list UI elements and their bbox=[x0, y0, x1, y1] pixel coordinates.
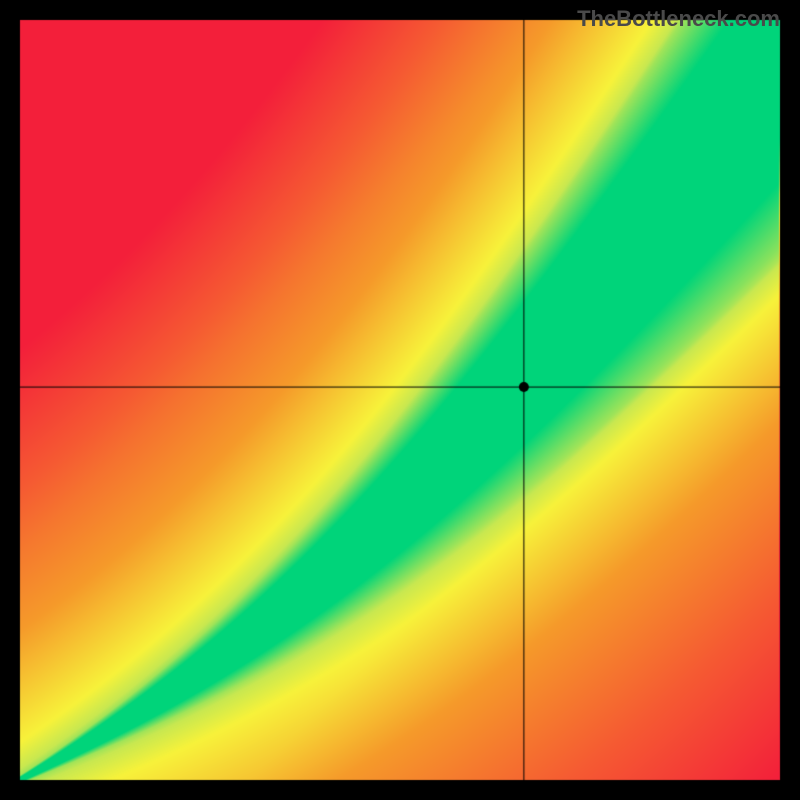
bottleneck-heatmap bbox=[0, 0, 800, 800]
heatmap-canvas bbox=[0, 0, 800, 800]
watermark-text: TheBottleneck.com bbox=[577, 6, 780, 32]
